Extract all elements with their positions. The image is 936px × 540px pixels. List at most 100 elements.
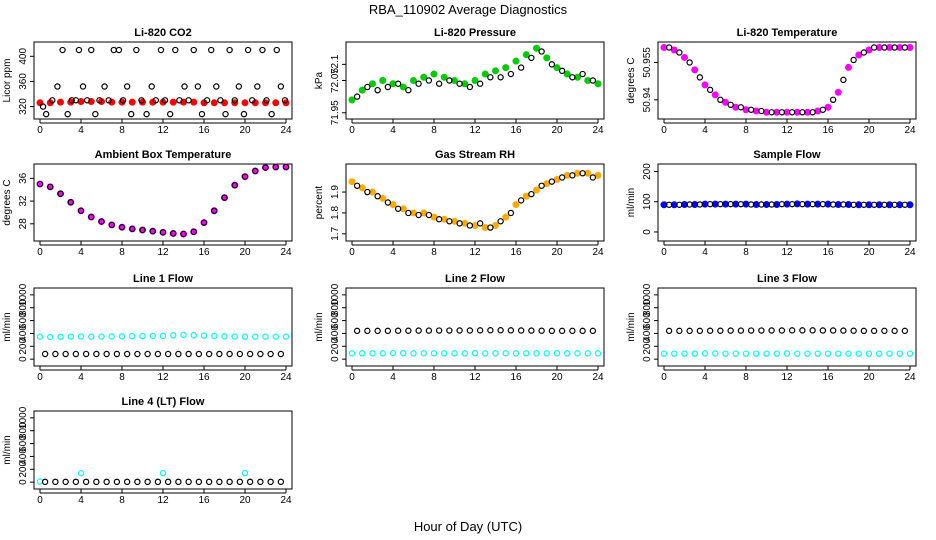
data-point xyxy=(92,110,99,118)
data-point xyxy=(272,99,280,107)
data-point xyxy=(36,478,44,485)
data-point xyxy=(584,350,591,357)
data-point xyxy=(538,327,545,334)
x-tick-label: 12 xyxy=(469,372,481,383)
data-point xyxy=(379,77,387,84)
data-point xyxy=(41,350,49,358)
y-tick-label: 600 xyxy=(642,312,653,329)
x-tick-label: 0 xyxy=(661,247,667,258)
data-point xyxy=(246,350,254,358)
data-point xyxy=(881,201,888,208)
data-point xyxy=(522,51,530,59)
series-1 xyxy=(353,170,597,231)
data-point xyxy=(430,70,438,78)
data-point xyxy=(175,478,182,486)
x-tick-label: 16 xyxy=(198,495,210,506)
data-point xyxy=(110,46,118,54)
data-point xyxy=(226,478,233,486)
x-tick-label: 12 xyxy=(157,247,169,258)
data-point xyxy=(870,44,878,51)
data-point xyxy=(517,327,525,334)
data-point xyxy=(205,350,213,358)
data-point xyxy=(512,57,520,65)
data-point xyxy=(768,201,775,208)
data-point xyxy=(502,213,510,221)
x-tick-label: 8 xyxy=(431,372,437,383)
data-point xyxy=(277,478,285,486)
data-point xyxy=(257,350,264,358)
data-point xyxy=(49,97,56,104)
data-point xyxy=(235,83,243,90)
x-tick-label: 4 xyxy=(78,372,84,383)
data-point xyxy=(93,478,100,486)
data-point xyxy=(696,327,704,335)
data-point xyxy=(891,327,898,335)
data-point xyxy=(737,327,745,334)
data-point xyxy=(133,46,140,54)
y-tick-label: 200 xyxy=(642,163,653,180)
plot-frame xyxy=(33,41,293,120)
x-tick-label: 8 xyxy=(743,372,749,383)
data-point xyxy=(737,200,745,208)
data-point xyxy=(819,327,827,334)
series-1 xyxy=(36,163,290,238)
x-tick-label: 16 xyxy=(198,372,210,383)
data-point xyxy=(374,86,381,94)
data-point xyxy=(222,110,229,118)
data-point xyxy=(348,350,356,357)
x-tick-label: 24 xyxy=(280,125,292,136)
data-point xyxy=(101,83,108,90)
y-tick-label: 200 xyxy=(18,338,29,355)
data-point xyxy=(788,200,796,208)
data-point xyxy=(558,67,566,75)
data-point xyxy=(446,327,453,334)
data-point xyxy=(492,67,499,75)
data-point xyxy=(236,478,244,486)
data-point xyxy=(364,327,371,335)
data-point xyxy=(82,478,90,486)
data-point xyxy=(809,200,816,208)
x-tick-label: 20 xyxy=(551,125,563,136)
data-point xyxy=(778,327,786,334)
y-tick-label: 0 xyxy=(330,356,341,362)
y-axis-label: ml/min xyxy=(626,312,637,341)
data-point xyxy=(788,109,796,116)
panel-title: Gas Stream RH xyxy=(435,149,515,161)
y-tick-label: 400 xyxy=(18,48,29,65)
data-point xyxy=(727,200,734,208)
data-point xyxy=(176,97,183,104)
data-point xyxy=(200,219,208,226)
data-point xyxy=(277,83,285,90)
data-point xyxy=(241,469,249,477)
x-tick-label: 4 xyxy=(702,247,708,258)
data-point xyxy=(359,350,366,357)
data-point xyxy=(139,226,146,234)
data-point xyxy=(221,333,228,340)
panel-pressure: Li-820 Pressure 0 4 8 12 16 20 24 71.95 72.0572.1… xyxy=(314,27,605,136)
x-tick-label: 24 xyxy=(592,372,604,383)
data-point xyxy=(753,350,760,357)
data-point xyxy=(374,327,381,335)
data-point xyxy=(379,350,386,357)
data-point xyxy=(195,350,203,358)
x-tick-label: 4 xyxy=(702,125,708,136)
data-point xyxy=(502,350,509,357)
data-point xyxy=(569,172,576,179)
x-tick-label: 24 xyxy=(904,125,916,136)
x-tick-label: 8 xyxy=(119,495,125,506)
panel-title: Li-820 Temperature xyxy=(737,27,838,39)
panel-title: Line 1 Flow xyxy=(133,273,193,285)
data-point xyxy=(594,350,602,357)
x-tick-label: 24 xyxy=(592,247,604,258)
data-point xyxy=(671,350,678,357)
data-point xyxy=(364,188,371,196)
data-point xyxy=(768,327,775,334)
data-point xyxy=(42,110,50,118)
data-point xyxy=(415,80,422,87)
data-point xyxy=(52,350,59,358)
data-point xyxy=(481,70,489,78)
y-tick-label: 71.95 xyxy=(330,100,341,125)
data-point xyxy=(190,46,197,54)
data-point xyxy=(706,200,714,208)
